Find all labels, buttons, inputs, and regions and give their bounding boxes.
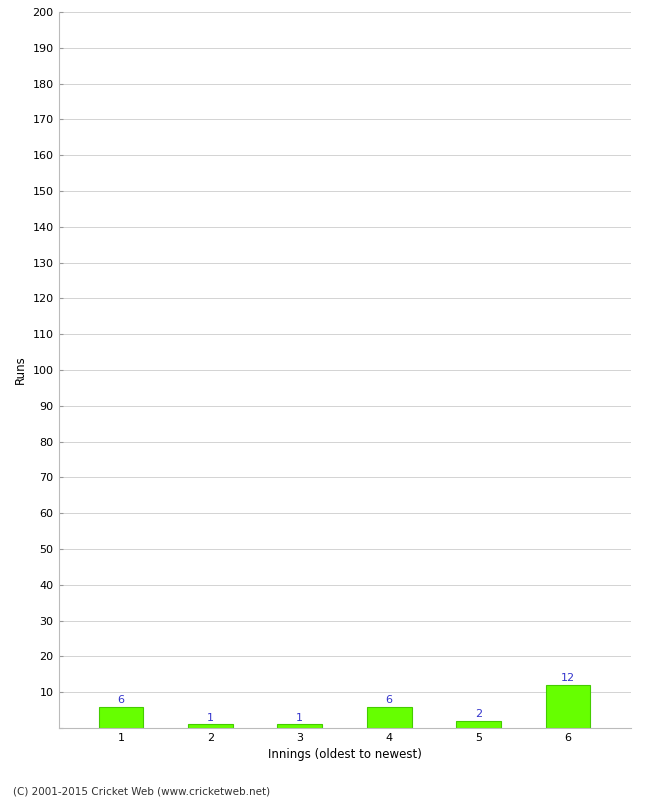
- Bar: [99, 706, 144, 728]
- Bar: [456, 721, 501, 728]
- Text: 6: 6: [118, 694, 125, 705]
- Text: 12: 12: [561, 674, 575, 683]
- Text: (C) 2001-2015 Cricket Web (www.cricketweb.net): (C) 2001-2015 Cricket Web (www.cricketwe…: [13, 786, 270, 796]
- Bar: [367, 706, 411, 728]
- Text: 6: 6: [385, 694, 393, 705]
- X-axis label: Innings (oldest to newest): Innings (oldest to newest): [268, 749, 421, 762]
- Text: 2: 2: [475, 709, 482, 719]
- Bar: [188, 725, 233, 728]
- Bar: [545, 685, 590, 728]
- Text: 1: 1: [296, 713, 304, 722]
- Y-axis label: Runs: Runs: [14, 356, 27, 384]
- Text: 1: 1: [207, 713, 214, 722]
- Bar: [278, 725, 322, 728]
